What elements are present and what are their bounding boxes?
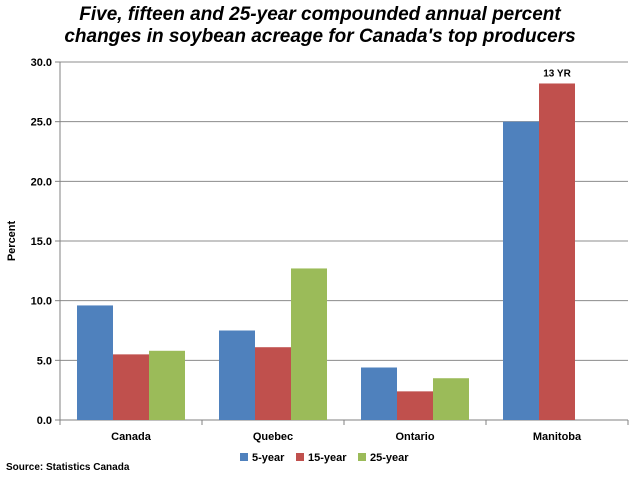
legend-swatch-5-year: [240, 453, 248, 461]
bar-annotation: 13 YR: [543, 68, 571, 79]
y-tick-label: 20.0: [31, 176, 52, 188]
y-tick-label: 5.0: [37, 355, 52, 367]
x-tick-label: Ontario: [395, 431, 434, 443]
bar-quebec-5-year: [219, 330, 255, 420]
legend-swatch-15-year: [296, 453, 304, 461]
legend-label: 15-year: [308, 452, 347, 464]
chart-title: Five, fifteen and 25-year compounded ann…: [0, 4, 640, 48]
legend-label: 5-year: [252, 452, 285, 464]
y-tick-label: 0.0: [37, 415, 52, 427]
bar-ontario-5-year: [361, 367, 397, 420]
x-tick-label: Canada: [111, 431, 152, 443]
bar-canada-5-year: [77, 305, 113, 420]
chart-title-line-2: changes in soybean acreage for Canada's …: [64, 26, 576, 47]
x-tick-label: Manitoba: [533, 431, 582, 443]
bar-ontario-25-year: [433, 378, 469, 420]
y-tick-label: 15.0: [31, 236, 52, 248]
x-tick-label: Quebec: [253, 431, 293, 443]
y-tick-label: 10.0: [31, 296, 52, 308]
legend-label: 25-year: [370, 452, 409, 464]
bar-manitoba-15-year: [539, 83, 575, 420]
source-note: Source: Statistics Canada: [6, 462, 130, 473]
y-axis-label: Percent: [6, 220, 18, 261]
chart-title-line-1: Five, fifteen and 25-year compounded ann…: [79, 4, 561, 25]
bar-canada-25-year: [149, 350, 185, 420]
bar-ontario-15-year: [397, 391, 433, 420]
bar-manitoba-5-year: [503, 121, 539, 421]
y-tick-label: 30.0: [31, 57, 52, 69]
bar-quebec-25-year: [291, 268, 327, 420]
legend-swatch-25-year: [358, 453, 366, 461]
bar-quebec-15-year: [255, 347, 291, 420]
y-tick-label: 25.0: [31, 117, 52, 129]
bar-canada-15-year: [113, 354, 149, 420]
